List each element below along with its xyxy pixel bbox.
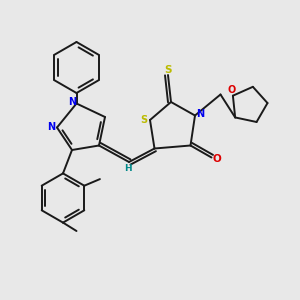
- Text: O: O: [227, 85, 236, 95]
- Text: N: N: [47, 122, 56, 133]
- Text: H: H: [124, 164, 131, 173]
- Text: N: N: [196, 109, 205, 119]
- Text: O: O: [212, 154, 221, 164]
- Text: N: N: [68, 97, 76, 107]
- Text: S: S: [140, 115, 147, 125]
- Text: S: S: [164, 64, 172, 75]
